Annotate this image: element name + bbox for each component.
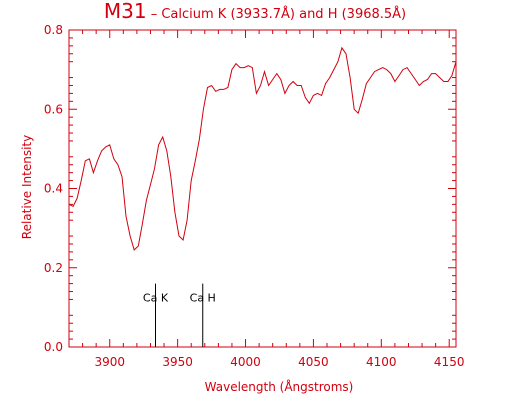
marker-label: Ca H [190, 292, 216, 305]
plot-area: 3900 3950 4000 4050 4100 4150 0.0 0.2 0.4 0.6 0.8 C… [44, 23, 465, 369]
y-tick-label: 0.0 [44, 340, 63, 354]
spectrum-line [68, 46, 457, 251]
y-tick-label: 0.2 [44, 261, 63, 275]
marker-label: Ca K [143, 292, 169, 305]
chart-title: M31 – Calcium K (3933.7Å) and H (3968.5Å… [104, 0, 406, 23]
y-axis-label: Relative Intensity [20, 135, 34, 239]
x-tick-label: 3950 [162, 355, 193, 369]
x-tick-label: 4000 [230, 355, 261, 369]
x-tick-label: 4050 [298, 355, 329, 369]
x-axis-label: Wavelength (Ångstroms) [205, 379, 354, 394]
chart-title-main: M31 [104, 0, 147, 23]
y-tick-label: 0.8 [44, 23, 63, 37]
x-tick-label: 4100 [366, 355, 397, 369]
chart-subtitle: – Calcium K (3933.7Å) and H (3968.5Å) [147, 6, 407, 22]
x-tick-label: 4150 [434, 355, 465, 369]
y-tick-label: 0.4 [44, 182, 63, 196]
y-tick-label: 0.6 [44, 102, 63, 116]
x-tick-label: 3900 [94, 355, 125, 369]
